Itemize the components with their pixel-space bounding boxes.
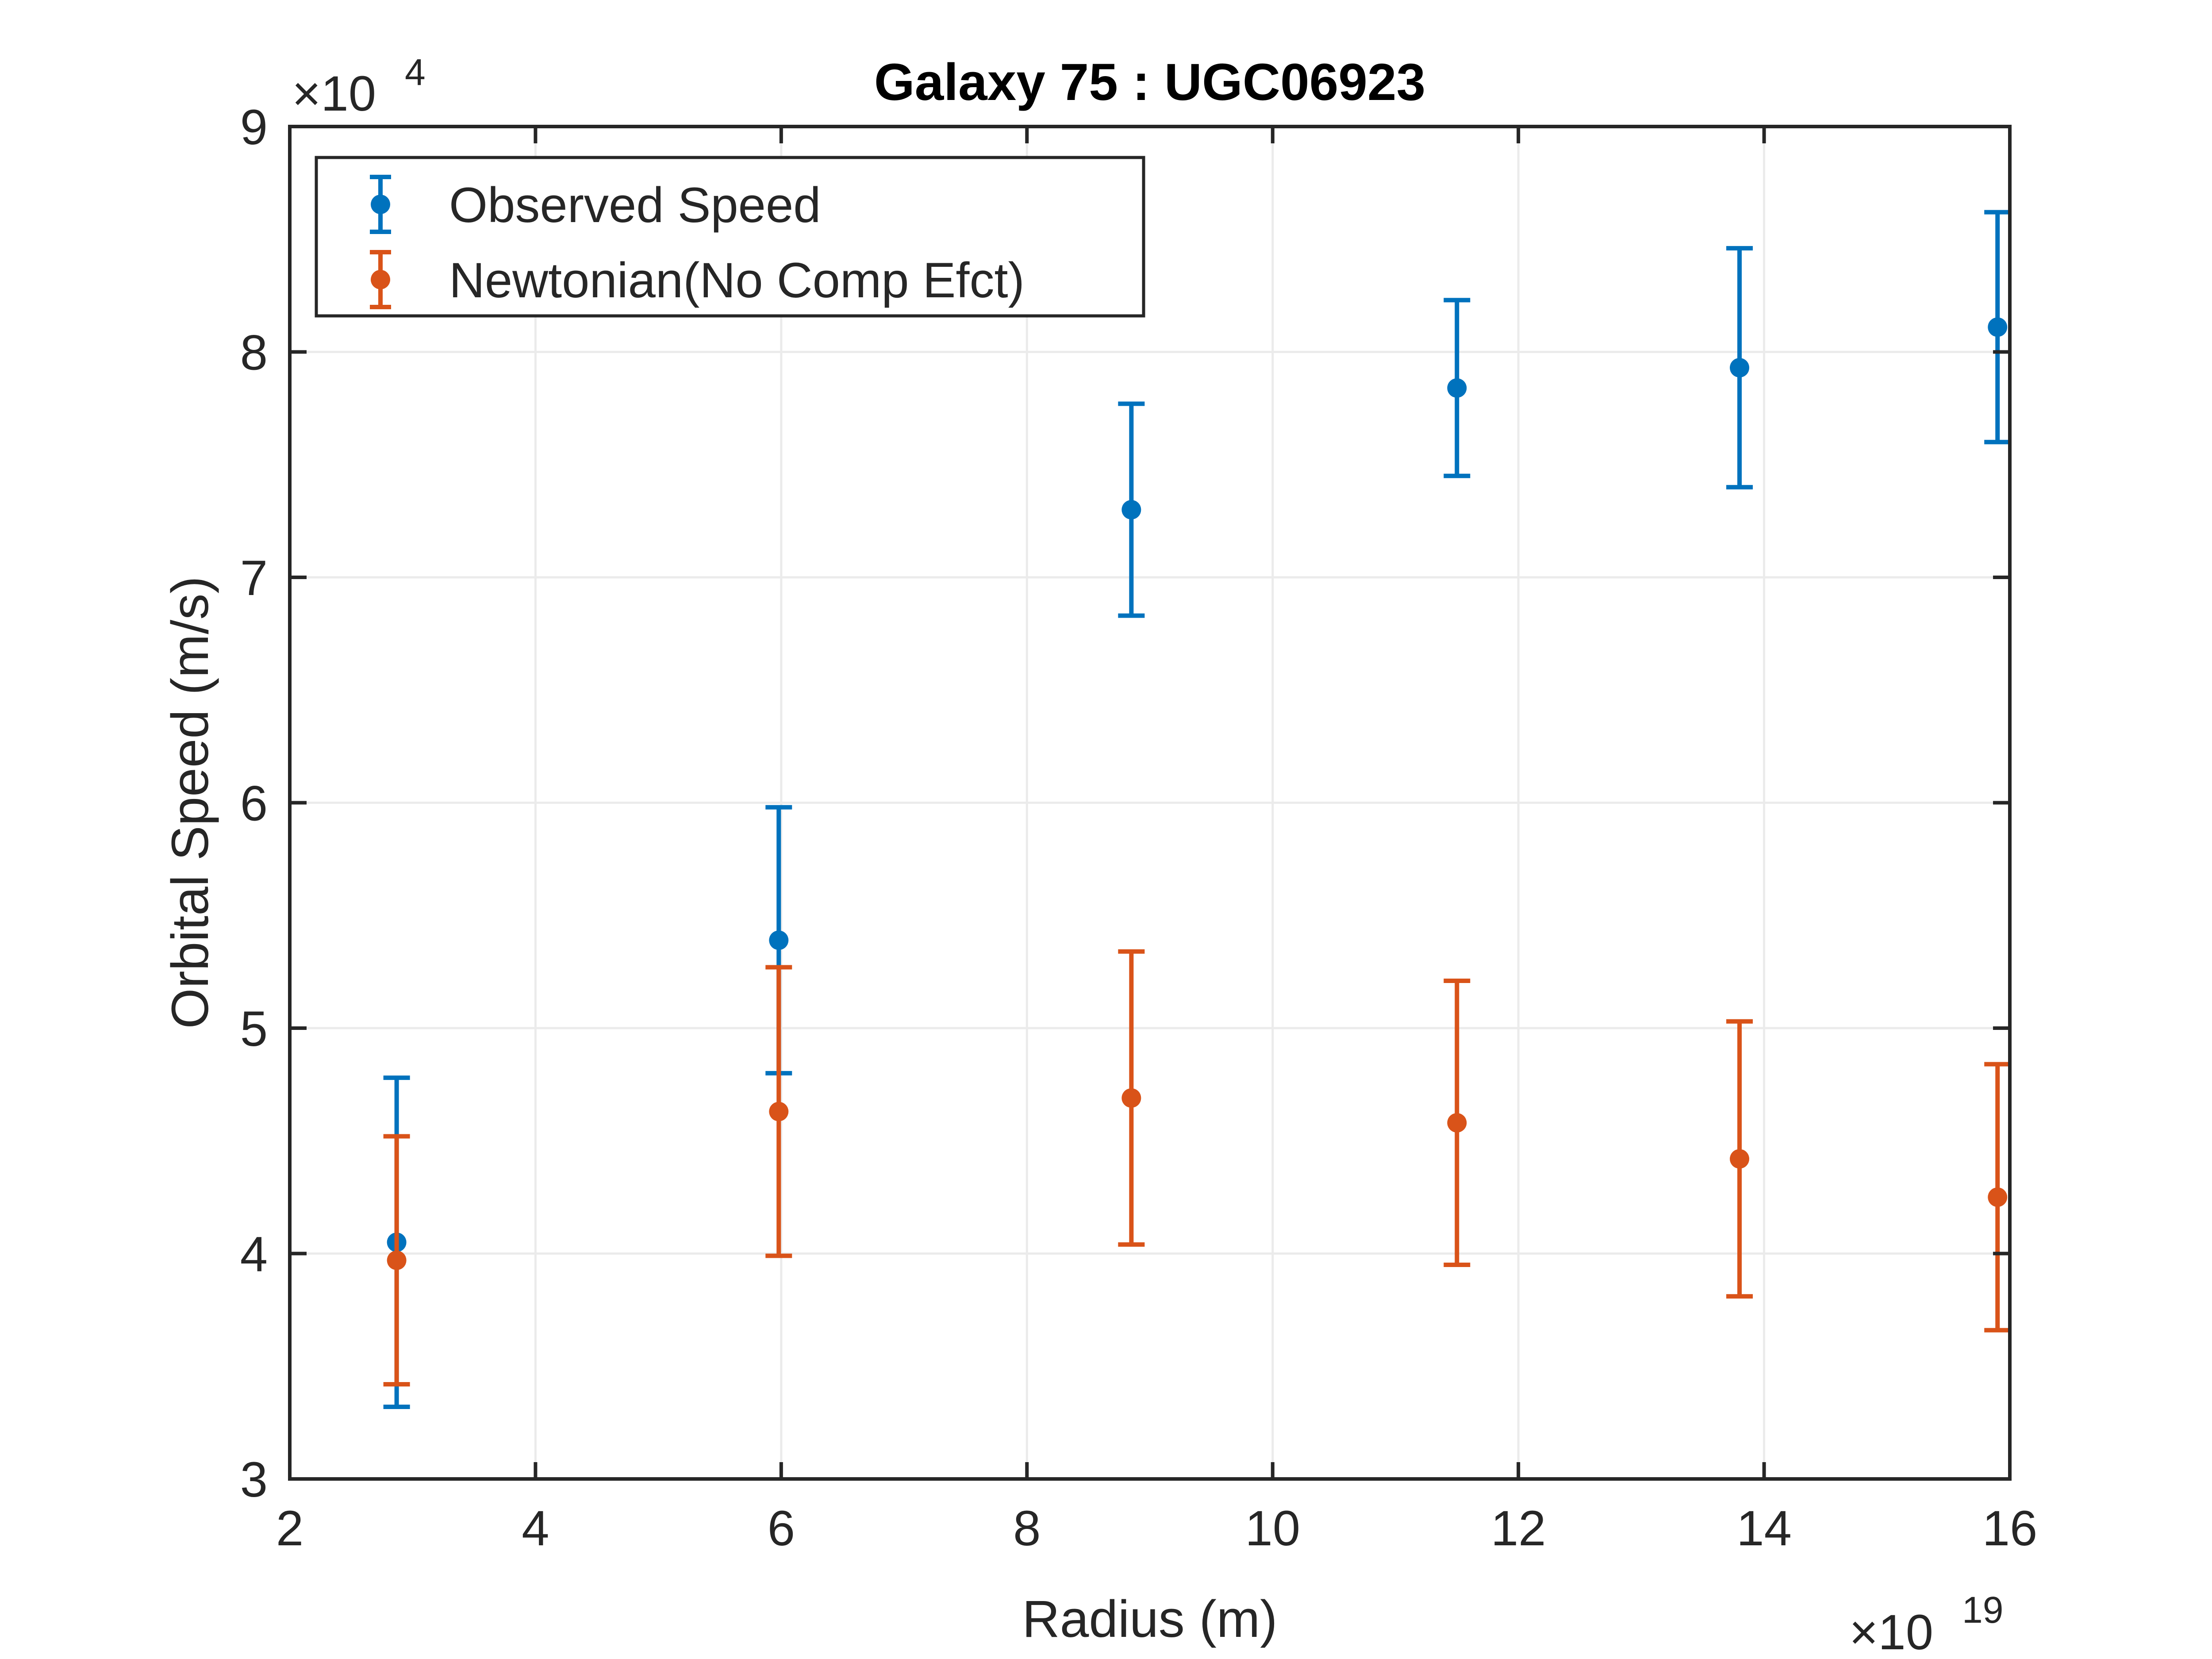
y-tick-label: 9 — [240, 100, 268, 155]
y-tick-label: 6 — [240, 776, 268, 831]
y-tick-label: 7 — [240, 550, 268, 606]
x-exponent-power: 19 — [1962, 1589, 2003, 1631]
y-tick-label: 4 — [240, 1227, 268, 1282]
y-exponent: ×10 4 — [292, 51, 426, 121]
series-2 — [383, 949, 2011, 1387]
legend-marker — [371, 195, 390, 214]
x-tick-label: 8 — [1013, 1501, 1041, 1556]
series-layer — [383, 210, 2011, 1409]
legend-marker — [371, 270, 390, 289]
legend-box — [315, 156, 1145, 318]
y-tick-label: 3 — [240, 1452, 268, 1507]
x-tick-label: 6 — [768, 1501, 795, 1556]
legend-entry: Observed Speed — [370, 175, 821, 234]
y-tick-label: 8 — [240, 325, 268, 380]
legend-label: Observed Speed — [449, 177, 821, 233]
data-point — [1730, 1149, 1750, 1169]
x-exponent-base: ×10 — [1849, 1605, 1933, 1659]
tick-labels: 2 4 6 8 10 12 14 16 3 4 5 6 7 8 9 — [240, 100, 2038, 1556]
y-exponent-power: 4 — [405, 51, 426, 93]
x-tick-label: 10 — [1245, 1501, 1300, 1556]
x-tick-label: 16 — [1982, 1501, 2038, 1556]
y-axis-label: Orbital Speed (m/s) — [161, 576, 219, 1029]
legend-entry: Newtonian(No Comp Efct) — [370, 250, 1025, 309]
data-point — [1447, 1113, 1467, 1133]
data-point — [1447, 378, 1467, 398]
data-point — [1121, 500, 1141, 520]
x-tick-label: 12 — [1491, 1501, 1546, 1556]
data-point — [1988, 317, 2008, 337]
data-point — [1730, 358, 1750, 378]
y-tick-label: 5 — [240, 1001, 268, 1056]
x-tick-label: 14 — [1736, 1501, 1792, 1556]
ticks — [288, 125, 2012, 1481]
legend-entries: Observed Speed Newtonian(No Comp Efct) — [370, 175, 1025, 309]
data-point — [769, 930, 789, 950]
legend-label: Newtonian(No Comp Efct) — [449, 253, 1025, 308]
x-axis-label: Radius (m) — [1022, 1590, 1278, 1648]
y-exponent-base: ×10 — [292, 66, 376, 121]
data-point — [769, 1102, 789, 1121]
data-point — [387, 1250, 407, 1270]
chart-title: Galaxy 75 : UGC06923 — [874, 53, 1425, 111]
legend: Observed Speed Newtonian(No Comp Efct) — [315, 156, 1145, 318]
x-exponent: ×10 19 — [1849, 1589, 2003, 1659]
data-point — [1121, 1088, 1141, 1108]
data-point — [1988, 1187, 2008, 1207]
x-tick-label: 4 — [522, 1501, 549, 1556]
x-tick-label: 2 — [276, 1501, 303, 1556]
